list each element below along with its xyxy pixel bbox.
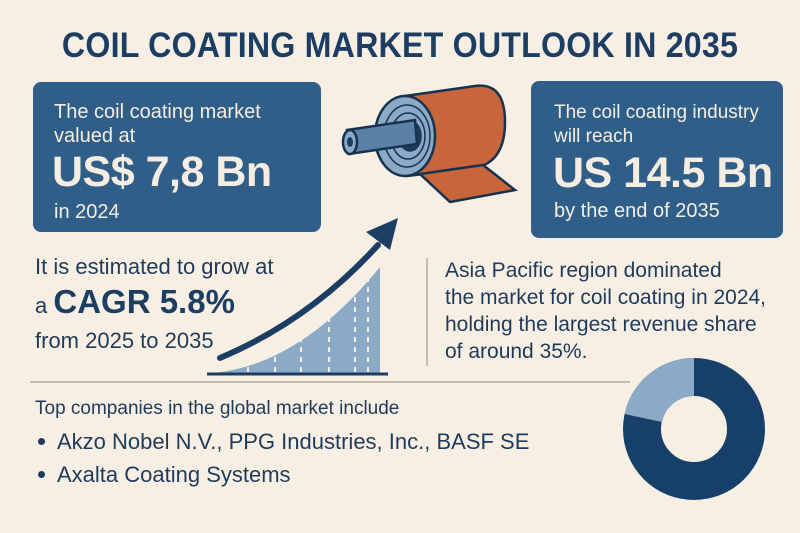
card-2024-line2: valued at: [54, 125, 136, 147]
bullet-icon: [38, 437, 45, 445]
card-2024-year: in 2024: [54, 201, 120, 223]
card-2035-value: US 14.5 Bn: [553, 149, 773, 197]
region-dominance-text: Asia Pacific region dominated the market…: [445, 257, 766, 365]
coil-roll-icon: [341, 84, 518, 204]
region-line: the market for coil coating in 2024,: [445, 286, 767, 309]
growth-prefix: a: [35, 293, 48, 318]
top-companies-section: Top companies in the global market inclu…: [35, 397, 529, 491]
divider-vertical: [426, 258, 428, 366]
card-2035-line2: will reach: [554, 126, 634, 147]
market-value-2024-card: The coil coating market valued at US$ 7,…: [33, 82, 321, 232]
region-line: holding the largest revenue share: [445, 313, 757, 336]
growth-cagr-block: It is estimated to grow at a CAGR 5.8% f…: [35, 253, 273, 355]
region-line: Asia Pacific region dominated: [445, 259, 722, 282]
growth-line3: from 2025 to 2035: [35, 328, 214, 353]
divider-horizontal: [30, 381, 630, 383]
companies-intro: Top companies in the global market inclu…: [35, 398, 400, 419]
growth-arrow-chart-icon: [207, 218, 398, 376]
card-2035-line1: The coil coating industry: [554, 102, 759, 123]
page-title: COIL COATING MARKET OUTLOOK IN 2035: [61, 26, 739, 65]
list-item: Akzo Nobel N.V., PPG Industries, Inc., B…: [35, 425, 529, 458]
cagr-value: CAGR 5.8%: [53, 283, 235, 320]
company-names: Axalta Coating Systems: [57, 462, 291, 487]
growth-line1: It is estimated to grow at: [35, 254, 274, 279]
bullet-icon: [38, 470, 45, 478]
card-2024-line1: The coil coating market: [54, 101, 261, 123]
card-2035-year: by the end of 2035: [554, 200, 720, 222]
region-line: of around 35%.: [445, 340, 588, 363]
donut-chart-icon: [623, 358, 765, 500]
card-2024-value: US$ 7,8 Bn: [52, 148, 272, 196]
company-names: Akzo Nobel N.V., PPG Industries, Inc., B…: [57, 429, 530, 454]
list-item: Axalta Coating Systems: [35, 458, 529, 491]
companies-list: Akzo Nobel N.V., PPG Industries, Inc., B…: [35, 425, 529, 491]
market-value-2035-card: The coil coating industry will reach US …: [531, 81, 783, 238]
